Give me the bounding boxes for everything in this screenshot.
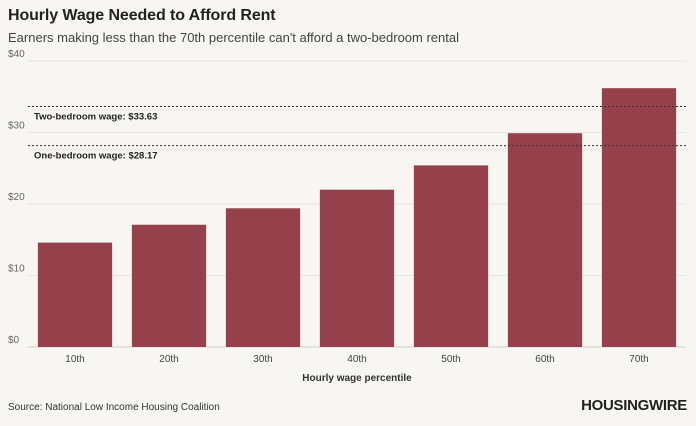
x-tick-label: 20th [159,354,178,365]
y-tick-label: $20 [8,192,25,203]
bar-70th [601,88,677,348]
housingwire-logo: HOUSINGWIRE [581,397,687,414]
bar-50th [413,165,489,347]
bar-10th [37,242,113,347]
reference-line-label: Two-bedroom wage: $33.63 [34,112,157,123]
x-tick-label: 50th [441,354,460,365]
bar-40th [319,189,395,347]
x-axis-label: Hourly wage percentile [302,373,412,384]
x-tick-label: 10th [65,354,84,365]
x-tick-label: 70th [629,354,648,365]
y-tick-label: $10 [8,264,25,275]
bar-20th [131,224,207,347]
source-note: Source: National Low Income Housing Coal… [8,402,220,413]
x-tick-label: 60th [535,354,554,365]
x-tick-label: 30th [253,354,272,365]
y-tick-label: $0 [8,335,20,346]
reference-line-label: One-bedroom wage: $28.17 [34,151,158,162]
bar-chart: Two-bedroom wage: $33.63 One-bedroom wage… [8,49,686,384]
bar-30th [225,208,301,347]
bar-60th [507,133,583,347]
chart-subtitle: Earners making less than the 70th percen… [8,30,459,45]
x-tick-label: 40th [347,354,366,365]
y-tick-label: $40 [8,49,25,60]
chart-title: Hourly Wage Needed to Afford Rent [8,7,276,24]
y-tick-label: $30 [8,121,25,132]
